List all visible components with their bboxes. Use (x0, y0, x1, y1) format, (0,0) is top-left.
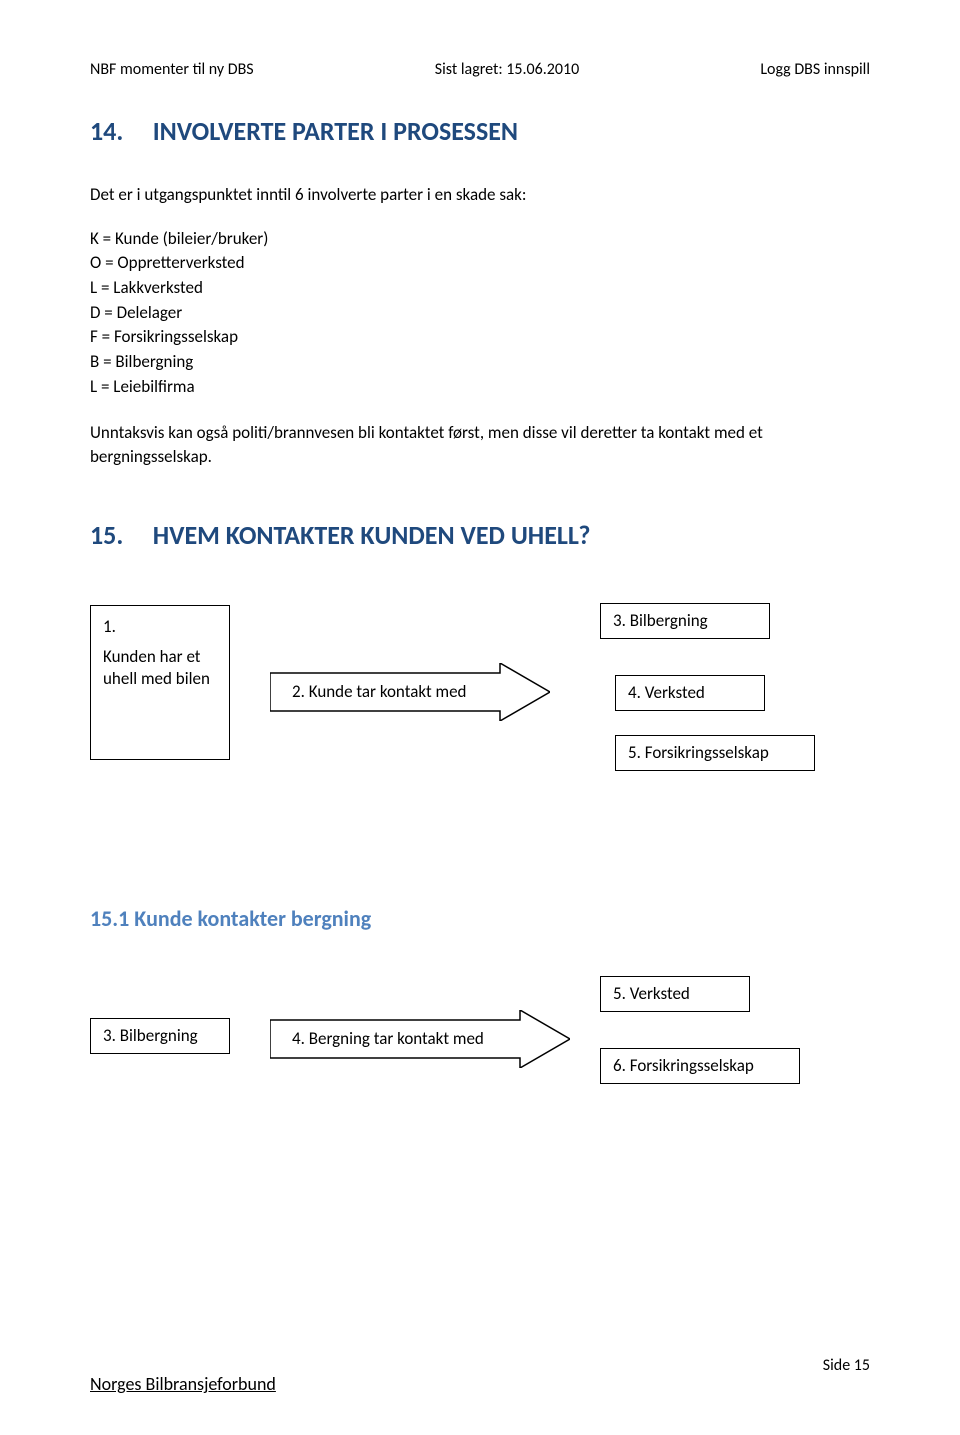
flow2-box-5: 5. Verksted (600, 976, 750, 1012)
flowchart-15-1: 3. Bilbergning 4. Bergning tar kontakt m… (90, 966, 870, 1166)
flow-box-1: 1. Kunden har et uhell med bilen (90, 605, 230, 760)
flow-box-3: 3. Bilbergning (600, 603, 770, 639)
def-item: L = Leiebilfirma (90, 375, 870, 400)
def-item: B = Bilbergning (90, 350, 870, 375)
section-14-outro: Unntaksvis kan også politi/brannvesen bl… (90, 421, 870, 469)
flow-box-1-num: 1. (103, 616, 217, 638)
flow-arrow-2: 2. Kunde tar kontakt med (270, 663, 550, 721)
header-right: Logg DBS innspill (760, 60, 870, 79)
flow2-box-3: 3. Bilbergning (90, 1018, 230, 1054)
heading-15-1: 15.1 Kunde kontakter bergning (90, 905, 870, 932)
heading-14: 14. INVOLVERTE PARTER I PROSESSEN (90, 115, 870, 147)
def-item: F = Forsikringsselskap (90, 325, 870, 350)
def-item: O = Oppretterverksted (90, 251, 870, 276)
flow-arrow-2-label: 2. Kunde tar kontakt med (292, 681, 467, 702)
flow-box-5: 5. Forsikringsselskap (615, 735, 815, 771)
def-item: L = Lakkverksted (90, 276, 870, 301)
page-header: NBF momenter til ny DBS Sist lagret: 15.… (90, 60, 870, 79)
heading-14-prefix: 14. (90, 115, 123, 147)
def-item: D = Delelager (90, 301, 870, 326)
flow2-arrow-4: 4. Bergning tar kontakt med (270, 1010, 570, 1068)
flow-box-1-text: Kunden har et uhell med bilen (103, 646, 217, 690)
header-center: Sist lagret: 15.06.2010 (435, 60, 579, 79)
page-number: Side 15 (823, 1356, 870, 1375)
heading-15-title: HVEM KONTAKTER KUNDEN VED UHELL? (153, 519, 591, 551)
heading-14-title: INVOLVERTE PARTER I PROSESSEN (153, 115, 518, 147)
header-left: NBF momenter til ny DBS (90, 60, 254, 79)
footer-org: Norges Bilbransjeforbund (90, 1373, 276, 1395)
section-14-intro: Det er i utgangspunktet inntil 6 involve… (90, 183, 870, 207)
flow2-arrow-4-label: 4. Bergning tar kontakt med (292, 1028, 484, 1049)
heading-15: 15. HVEM KONTAKTER KUNDEN VED UHELL? (90, 519, 870, 551)
document-page: NBF momenter til ny DBS Sist lagret: 15.… (0, 0, 960, 1435)
flowchart-15: 1. Kunden har et uhell med bilen 2. Kund… (90, 585, 870, 865)
flow-box-4: 4. Verksted (615, 675, 765, 711)
heading-15-prefix: 15. (90, 519, 123, 551)
def-item: K = Kunde (bileier/bruker) (90, 227, 870, 252)
flow2-box-6: 6. Forsikringsselskap (600, 1048, 800, 1084)
definition-list: K = Kunde (bileier/bruker) O = Oppretter… (90, 227, 870, 399)
